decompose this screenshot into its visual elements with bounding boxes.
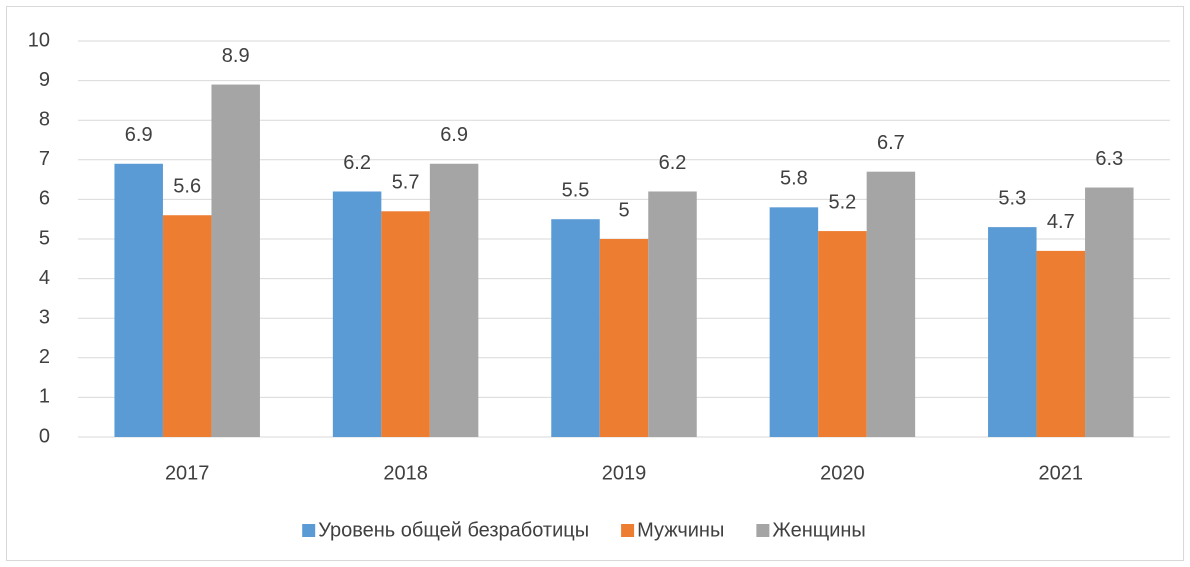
x-tick-label: 2020 [820,462,865,484]
legend-swatch [756,524,770,537]
data-label: 5.2 [828,191,856,213]
legend-label: Мужчины [637,519,724,541]
legend-swatch [302,524,316,537]
x-tick-label: 2021 [1039,462,1084,484]
legend-label: Уровень общей безработицы [318,519,589,541]
bar [551,219,600,437]
data-label: 5 [618,199,629,221]
y-tick-label: 3 [39,306,50,328]
data-label: 6.9 [125,124,153,146]
y-tick-label: 4 [39,267,50,289]
y-tick-label: 9 [39,69,50,91]
y-tick-label: 1 [39,386,50,408]
y-tick-label: 2 [39,346,50,368]
data-label: 5.3 [998,187,1026,209]
bar [1085,187,1134,437]
data-label: 6.2 [343,152,371,174]
x-tick-label: 2018 [383,462,428,484]
x-tick-label: 2019 [602,462,647,484]
y-tick-label: 0 [39,425,50,447]
y-tick-label: 8 [39,108,50,130]
data-label: 5.8 [780,168,808,190]
y-tick-label: 5 [39,227,50,249]
legend-swatch [621,524,635,537]
bar [381,211,430,437]
data-label: 5.5 [562,179,590,201]
bar [114,163,163,437]
y-tick-label: 6 [39,188,50,210]
bar [211,84,260,437]
x-tick-label: 2017 [165,462,210,484]
data-label: 5.6 [173,176,201,198]
y-tick-label: 10 [28,29,50,51]
y-tick-label: 7 [39,148,50,170]
bar [866,171,916,437]
data-label: 4.7 [1047,211,1075,233]
data-label: 6.3 [1095,148,1123,170]
bar [818,231,867,437]
data-label: 8.9 [222,45,250,67]
data-label: 5.7 [392,172,420,194]
bar [988,227,1037,437]
bar [162,215,212,437]
bar [429,163,479,437]
bar [1036,250,1086,437]
bar [648,191,697,437]
data-label: 6.7 [877,132,905,154]
data-label: 6.2 [659,152,687,174]
bar [599,239,649,437]
bar [769,207,819,437]
data-label: 6.9 [440,124,468,146]
legend-label: Женщины [772,519,865,541]
bar [332,191,382,437]
